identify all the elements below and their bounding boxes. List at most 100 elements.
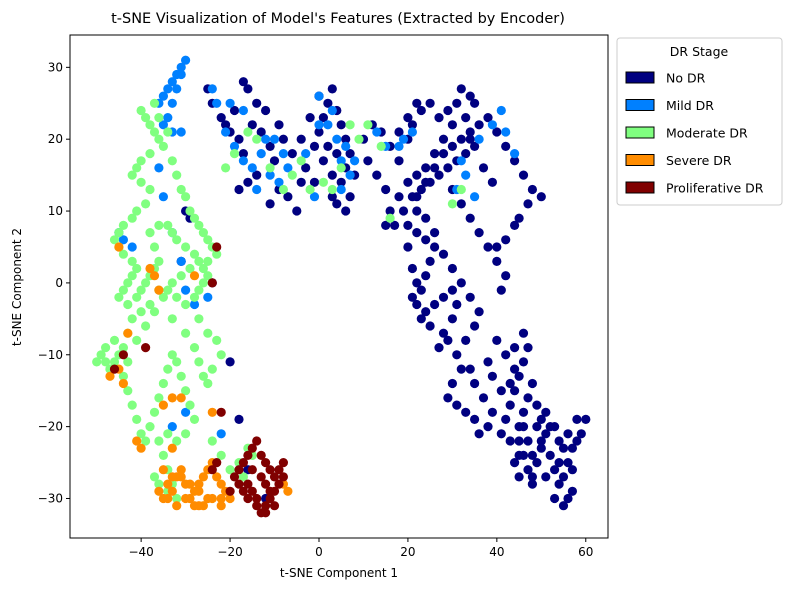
chart-title: t-SNE Visualization of Model's Features … — [111, 11, 565, 27]
point-moderate-dr-138 — [287, 170, 297, 180]
point-mild-dr-45 — [314, 91, 324, 101]
point-moderate-dr-48 — [163, 285, 173, 295]
point-moderate-dr-82 — [163, 429, 173, 439]
legend-label-moderate-dr: Moderate DR — [666, 126, 748, 141]
point-severe-dr-39 — [167, 472, 177, 482]
point-severe-dr-9 — [136, 443, 146, 453]
point-no-dr-138 — [416, 285, 426, 295]
point-moderate-dr-28 — [141, 278, 151, 288]
point-severe-dr-41 — [185, 479, 195, 489]
point-mild-dr-33 — [261, 134, 271, 144]
point-no-dr-237 — [532, 422, 542, 432]
point-proliferative-dr-10 — [252, 436, 262, 446]
point-no-dr-151 — [447, 378, 457, 389]
point-severe-dr-26 — [212, 472, 222, 482]
point-mild-dr-40 — [238, 105, 248, 116]
point-moderate-dr-84 — [158, 450, 168, 460]
point-mild-dr-37 — [274, 177, 284, 187]
point-no-dr-159 — [478, 393, 489, 403]
plot-frame — [69, 34, 609, 539]
point-no-dr-176 — [416, 314, 426, 324]
point-severe-dr-0 — [114, 242, 124, 252]
point-proliferative-dr-16 — [278, 472, 288, 482]
point-moderate-dr-50 — [145, 299, 155, 310]
point-severe-dr-30 — [216, 501, 226, 511]
point-moderate-dr-60 — [92, 357, 102, 367]
legend-items: No DR Mild DR Moderate DR Severe DR Prolifer… — [625, 71, 764, 196]
point-no-dr-103 — [372, 170, 382, 180]
point-moderate-dr-137 — [278, 184, 288, 195]
point-no-dr-20 — [234, 184, 244, 195]
point-moderate-dr-58 — [101, 357, 111, 367]
point-no-dr-32 — [229, 105, 240, 116]
point-no-dr-150 — [456, 364, 466, 374]
point-severe-dr-11 — [167, 393, 177, 403]
legend: DR Stage No DR Mild DR Moderate DR Severe D… — [616, 37, 783, 206]
point-no-dr-90 — [434, 170, 444, 180]
point-mild-dr-64 — [456, 156, 466, 166]
point-no-dr-119 — [514, 213, 524, 223]
point-moderate-dr-108 — [172, 170, 182, 180]
point-no-dr-207 — [514, 436, 524, 446]
point-no-dr-86 — [398, 206, 409, 216]
point-no-dr-228 — [550, 493, 560, 504]
point-no-dr-217 — [572, 414, 582, 424]
point-moderate-dr-101 — [216, 450, 226, 460]
point-severe-dr-15 — [163, 479, 173, 489]
point-moderate-dr-99 — [194, 314, 204, 324]
point-no-dr-202 — [536, 443, 546, 453]
point-moderate-dr-1 — [141, 113, 151, 123]
point-severe-dr-13 — [167, 443, 177, 453]
point-moderate-dr-4 — [154, 134, 164, 144]
point-mild-dr-25 — [167, 422, 177, 432]
point-moderate-dr-20 — [132, 263, 142, 274]
point-moderate-dr-102 — [225, 465, 235, 475]
point-moderate-dr-131 — [149, 98, 160, 108]
x-axis-label: t-SNE Component 1 — [280, 566, 398, 580]
point-mild-dr-38 — [265, 170, 275, 180]
point-proliferative-dr-15 — [274, 479, 284, 489]
point-moderate-dr-114 — [198, 228, 208, 238]
point-no-dr-46 — [336, 177, 346, 187]
point-moderate-dr-12 — [132, 206, 142, 216]
point-moderate-dr-100 — [207, 436, 217, 446]
point-mild-dr-15 — [158, 192, 168, 202]
point-no-dr-15 — [256, 127, 266, 137]
point-no-dr-115 — [496, 285, 506, 295]
point-no-dr-234 — [567, 465, 578, 475]
point-no-dr-154 — [461, 407, 471, 417]
point-proliferative-dr-11 — [256, 450, 266, 460]
point-moderate-dr-94 — [203, 378, 213, 389]
point-no-dr-93 — [461, 149, 471, 159]
point-moderate-dr-23 — [118, 285, 128, 295]
legend-swatch-proliferative-dr — [625, 181, 655, 194]
point-no-dr-47 — [327, 170, 337, 180]
point-moderate-dr-139 — [296, 156, 306, 166]
point-mild-dr-11 — [158, 120, 168, 130]
point-no-dr-73 — [465, 91, 475, 101]
point-moderate-dr-9 — [136, 177, 146, 187]
point-moderate-dr-97 — [212, 335, 222, 345]
point-no-dr-152 — [443, 393, 453, 403]
point-mild-dr-43 — [301, 149, 311, 159]
point-no-dr-110 — [465, 213, 475, 223]
point-no-dr-145 — [447, 314, 457, 324]
point-mild-dr-39 — [256, 149, 266, 159]
point-proliferative-dr-25 — [234, 479, 244, 489]
point-no-dr-100 — [421, 177, 431, 187]
point-no-dr-30 — [238, 77, 248, 87]
point-proliferative-dr-5 — [216, 407, 226, 417]
point-no-dr-67 — [416, 105, 426, 116]
point-no-dr-48 — [318, 156, 328, 166]
point-no-dr-166 — [456, 278, 466, 288]
point-no-dr-155 — [470, 414, 480, 424]
point-severe-dr-22 — [194, 479, 204, 489]
point-no-dr-222 — [527, 450, 538, 460]
point-moderate-dr-36 — [167, 228, 177, 238]
point-moderate-dr-145 — [354, 134, 364, 144]
point-no-dr-167 — [447, 263, 457, 274]
point-mild-dr-62 — [509, 149, 520, 159]
point-moderate-dr-106 — [238, 472, 248, 482]
point-mild-dr-50 — [345, 170, 355, 180]
point-no-dr-51 — [332, 199, 342, 209]
